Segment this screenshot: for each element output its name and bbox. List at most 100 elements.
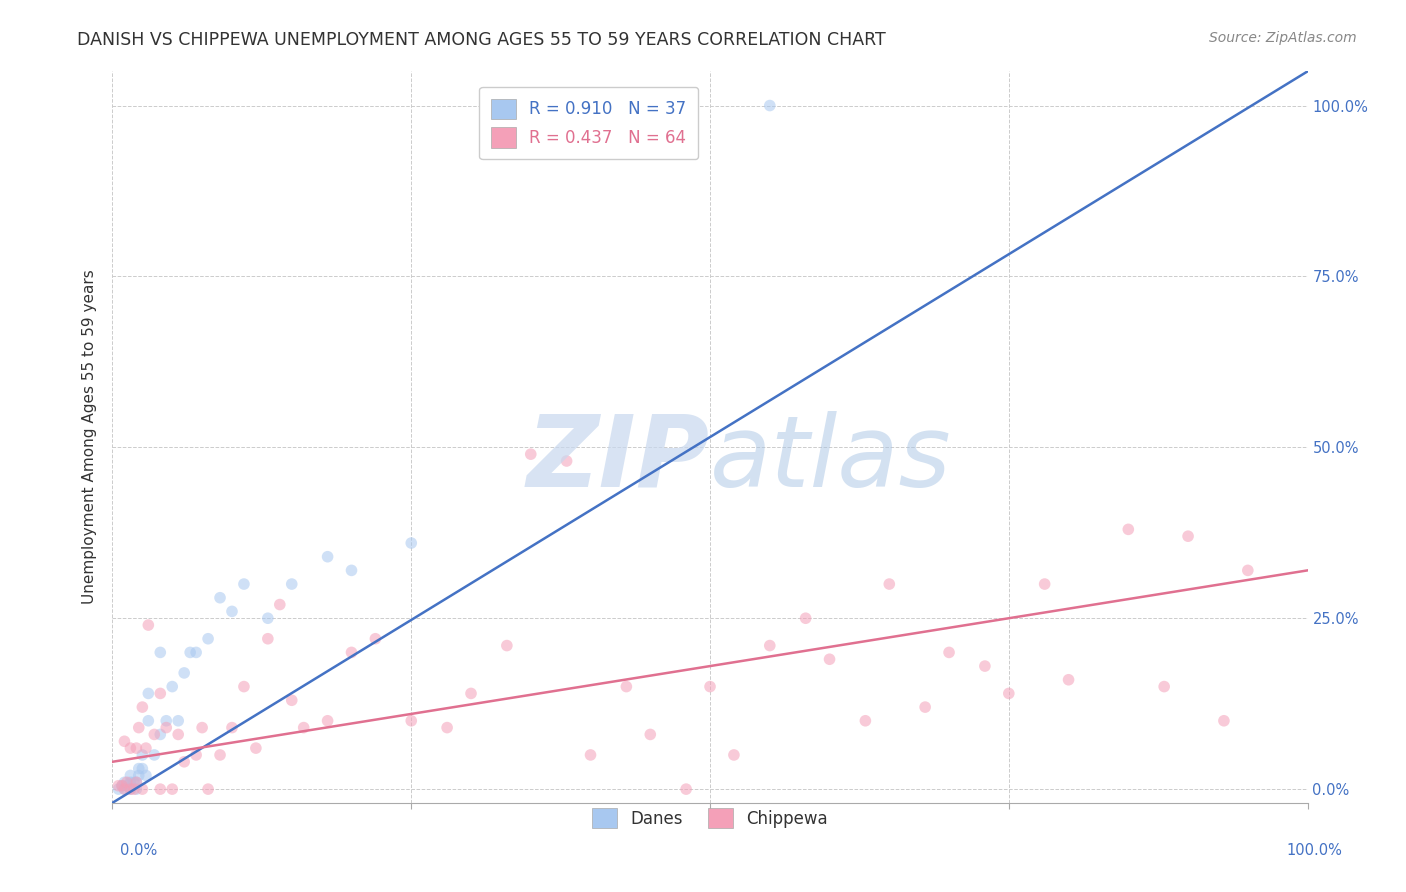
Point: [1153, 680, 1175, 694]
Point: [111, 779, 134, 793]
Point: [998, 686, 1021, 700]
Point: [1177, 529, 1199, 543]
Point: [245, 741, 267, 756]
Point: [138, 714, 160, 728]
Point: [149, 782, 172, 797]
Point: [257, 632, 280, 646]
Point: [186, 645, 208, 659]
Point: [759, 98, 782, 112]
Point: [794, 611, 817, 625]
Point: [640, 727, 662, 741]
Point: [131, 762, 153, 776]
Point: [122, 775, 145, 789]
Text: DANISH VS CHIPPEWA UNEMPLOYMENT AMONG AGES 55 TO 59 YEARS CORRELATION CHART: DANISH VS CHIPPEWA UNEMPLOYMENT AMONG AG…: [77, 31, 886, 49]
Point: [221, 604, 243, 618]
Point: [125, 741, 148, 756]
Point: [616, 680, 638, 694]
Point: [555, 454, 578, 468]
Point: [143, 727, 166, 741]
Point: [179, 645, 201, 659]
Point: [128, 762, 150, 776]
Point: [316, 549, 339, 564]
Point: [257, 611, 280, 625]
Point: [138, 686, 160, 700]
Point: [1213, 714, 1236, 728]
Legend: Danes, Chippewa: Danes, Chippewa: [582, 798, 838, 838]
Point: [120, 775, 142, 789]
Point: [167, 714, 190, 728]
Point: [699, 680, 721, 694]
Text: 100.0%: 100.0%: [1286, 843, 1343, 858]
Point: [818, 652, 841, 666]
Point: [115, 779, 138, 793]
Point: [186, 747, 208, 762]
Point: [149, 727, 172, 741]
Point: [138, 618, 160, 632]
Point: [120, 782, 142, 797]
Point: [131, 700, 153, 714]
Point: [723, 747, 745, 762]
Point: [938, 645, 960, 659]
Point: [879, 577, 901, 591]
Text: ZIP: ZIP: [527, 410, 710, 508]
Point: [496, 639, 519, 653]
Point: [162, 782, 183, 797]
Point: [974, 659, 997, 673]
Point: [281, 577, 304, 591]
Point: [131, 747, 153, 762]
Point: [1237, 563, 1260, 577]
Point: [135, 741, 157, 756]
Point: [233, 577, 256, 591]
Point: [120, 782, 142, 797]
Point: [914, 700, 936, 714]
Point: [155, 721, 177, 735]
Point: [143, 747, 166, 762]
Point: [111, 779, 134, 793]
Point: [401, 536, 423, 550]
Point: [1057, 673, 1080, 687]
Point: [855, 714, 877, 728]
Point: [114, 782, 135, 797]
Point: [197, 632, 219, 646]
Point: [1118, 522, 1140, 536]
Point: [120, 741, 142, 756]
Point: [107, 782, 129, 797]
Point: [401, 714, 423, 728]
Point: [149, 645, 172, 659]
Point: [155, 714, 177, 728]
Point: [209, 591, 232, 605]
Point: [316, 714, 339, 728]
Point: [221, 721, 243, 735]
Point: [120, 768, 142, 782]
Point: [114, 775, 135, 789]
Point: [173, 755, 195, 769]
Point: [340, 563, 363, 577]
Point: [162, 680, 183, 694]
Point: [460, 686, 482, 700]
Point: [1033, 577, 1056, 591]
Point: [107, 779, 129, 793]
Point: [114, 734, 135, 748]
Point: [167, 727, 190, 741]
Point: [364, 632, 387, 646]
Point: [520, 447, 543, 461]
Text: Source: ZipAtlas.com: Source: ZipAtlas.com: [1209, 31, 1357, 45]
Point: [125, 775, 148, 789]
Point: [281, 693, 304, 707]
Text: atlas: atlas: [710, 410, 952, 508]
Point: [135, 768, 157, 782]
Point: [125, 775, 148, 789]
Point: [579, 747, 602, 762]
Point: [149, 686, 172, 700]
Point: [340, 645, 363, 659]
Point: [125, 782, 148, 797]
Point: [128, 768, 150, 782]
Text: 0.0%: 0.0%: [120, 843, 156, 858]
Y-axis label: Unemployment Among Ages 55 to 59 years: Unemployment Among Ages 55 to 59 years: [82, 269, 97, 605]
Point: [128, 721, 150, 735]
Point: [122, 782, 145, 797]
Point: [675, 782, 697, 797]
Point: [114, 782, 135, 797]
Point: [759, 639, 782, 653]
Point: [191, 721, 214, 735]
